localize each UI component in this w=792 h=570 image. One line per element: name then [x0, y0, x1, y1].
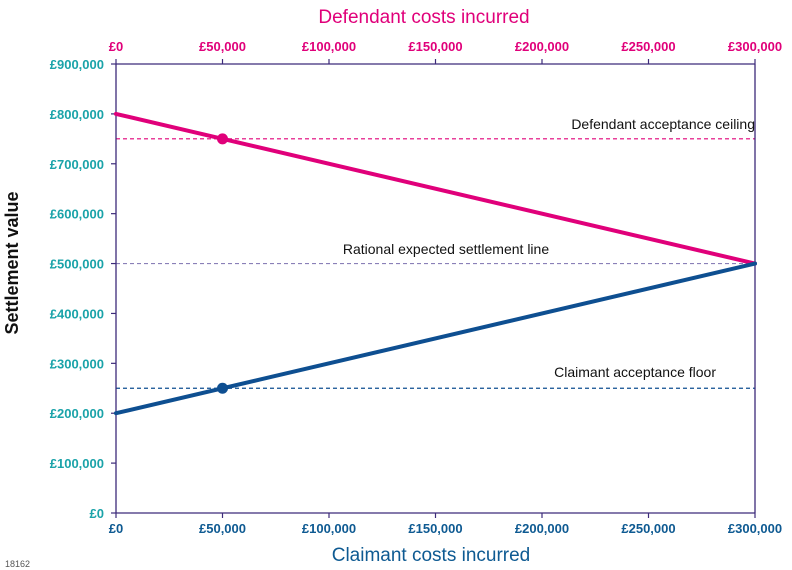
annotation-rational-settlement: Rational expected settlement line [343, 241, 549, 257]
x2-tick-label: £200,000 [515, 39, 569, 54]
y-axis-title: Settlement value [2, 191, 22, 334]
x2-tick-label: £150,000 [408, 39, 462, 54]
x-tick-label: £200,000 [515, 521, 569, 536]
y-tick-label: £600,000 [50, 207, 104, 222]
series-marker-defendant [217, 133, 228, 145]
x-tick-label: £50,000 [199, 521, 246, 536]
annotation-claimant-floor: Claimant acceptance floor [554, 364, 716, 380]
x-tick-label: £0 [109, 521, 123, 536]
series-line-claimant [114, 261, 757, 416]
tick-labels: £0 £50,000 £100,000 £150,000 £200,000 £250,00… [50, 39, 782, 536]
y-tick-label: £300,000 [50, 356, 104, 371]
x-tick-label: £100,000 [302, 521, 356, 536]
y-tick-label: £800,000 [50, 107, 104, 122]
y-tick-label: £500,000 [50, 257, 104, 272]
x2-axis-title: Defendant costs incurred [318, 7, 529, 28]
y-tick-label: £700,000 [50, 157, 104, 172]
y-tick-label: £200,000 [50, 406, 104, 421]
y-tick-label: £400,000 [50, 306, 104, 321]
x2-tick-label: £250,000 [621, 39, 675, 54]
series-marker-claimant [217, 382, 228, 394]
x-axis-title: Claimant costs incurred [332, 545, 531, 566]
reference-lines [116, 138, 755, 389]
y-tick-label: £900,000 [50, 57, 104, 72]
annotation-defendant-ceiling: Defendant acceptance ceiling [571, 116, 755, 132]
x2-tick-label: £50,000 [199, 39, 246, 54]
x-tick-label: £300,000 [728, 521, 782, 536]
x2-tick-label: £0 [109, 39, 123, 54]
y-tick-label: £0 [90, 506, 104, 521]
y-tick-label: £100,000 [50, 456, 104, 471]
x-tick-label: £250,000 [621, 521, 675, 536]
x-tick-label: £150,000 [408, 521, 462, 536]
data-series [114, 111, 757, 416]
x2-tick-label: £300,000 [728, 39, 782, 54]
figure-id: 18162 [5, 559, 30, 569]
x2-tick-label: £100,000 [302, 39, 356, 54]
